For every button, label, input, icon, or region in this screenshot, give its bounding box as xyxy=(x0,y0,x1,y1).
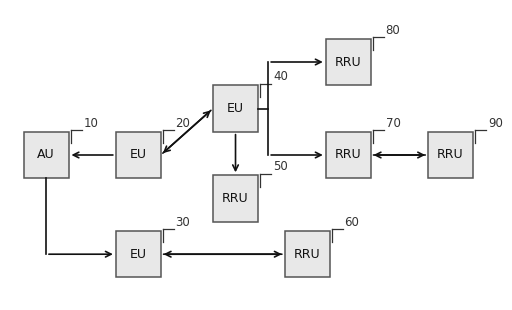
Text: AU: AU xyxy=(37,148,55,162)
Text: RRU: RRU xyxy=(335,148,361,162)
Text: RRU: RRU xyxy=(437,148,464,162)
Text: 60: 60 xyxy=(345,216,359,229)
Text: 70: 70 xyxy=(386,117,400,130)
FancyBboxPatch shape xyxy=(326,132,371,178)
Text: 10: 10 xyxy=(83,117,98,130)
FancyBboxPatch shape xyxy=(213,175,258,222)
FancyBboxPatch shape xyxy=(428,132,473,178)
Text: RRU: RRU xyxy=(222,192,249,205)
FancyBboxPatch shape xyxy=(24,132,69,178)
Text: EU: EU xyxy=(130,148,147,162)
Text: 90: 90 xyxy=(488,117,503,130)
Text: 20: 20 xyxy=(176,117,190,130)
FancyBboxPatch shape xyxy=(116,132,161,178)
Text: EU: EU xyxy=(130,248,147,261)
FancyBboxPatch shape xyxy=(326,39,371,85)
Text: RRU: RRU xyxy=(294,248,321,261)
Text: 40: 40 xyxy=(273,70,288,83)
Text: EU: EU xyxy=(227,102,244,115)
FancyBboxPatch shape xyxy=(285,231,330,277)
Text: 50: 50 xyxy=(273,160,288,173)
Text: RRU: RRU xyxy=(335,55,361,69)
FancyBboxPatch shape xyxy=(213,85,258,132)
Text: 30: 30 xyxy=(176,216,190,229)
FancyBboxPatch shape xyxy=(116,231,161,277)
Text: 80: 80 xyxy=(386,24,400,37)
